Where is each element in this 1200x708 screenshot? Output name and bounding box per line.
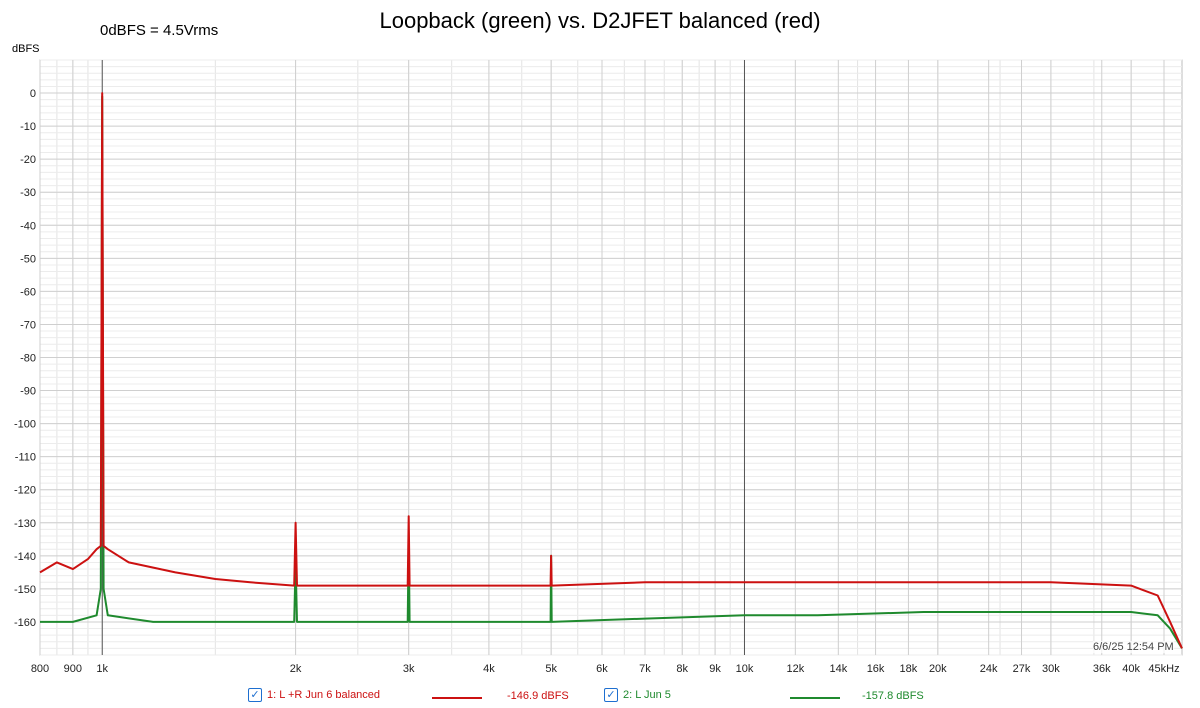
x-tick-label: 24k	[980, 663, 998, 675]
y-tick-label: -40	[20, 220, 36, 232]
y-tick-label: -60	[20, 286, 36, 298]
y-tick-label: -20	[20, 154, 36, 166]
x-tick-label: 6k	[596, 663, 608, 675]
x-tick-label: 30k	[1042, 663, 1060, 675]
series-line-1	[39, 92, 1183, 649]
y-tick-label: -90	[20, 386, 36, 398]
x-tick-label: 9k	[709, 663, 721, 675]
y-tick-label: -140	[14, 551, 36, 563]
legend-item-1[interactable]: ✓ 1: L +R Jun 6 balanced	[248, 688, 380, 702]
y-tick-label: -100	[14, 419, 36, 431]
legend-series-name: 2: L Jun 5	[623, 689, 671, 701]
x-tick-label: 10k	[736, 663, 754, 675]
y-tick-label: -50	[20, 253, 36, 265]
x-tick-label: 18k	[900, 663, 918, 675]
y-tick-label: -80	[20, 353, 36, 365]
x-tick-label: 4k	[483, 663, 495, 675]
x-tick-label: 7k	[639, 663, 651, 675]
x-tick-label: 16k	[867, 663, 885, 675]
legend-item-2[interactable]: ✓ 2: L Jun 5	[604, 688, 671, 702]
series-lines	[39, 92, 1183, 649]
legend-value-2: -157.8 dBFS	[862, 690, 924, 702]
y-tick-label: -150	[14, 584, 36, 596]
x-tick-label: 5k	[545, 663, 557, 675]
x-tick-label: 27k	[1013, 663, 1031, 675]
y-tick-label: -10	[20, 121, 36, 133]
legend-series-name: 1: L +R Jun 6 balanced	[267, 689, 381, 701]
legend-value-1: -146.9 dBFS	[507, 690, 569, 702]
x-tick-label: 20k	[929, 663, 947, 675]
x-tick-label: 12k	[786, 663, 804, 675]
legend-swatch-red	[432, 697, 482, 699]
timestamp-label: 6/6/25 12:54 PM	[1093, 641, 1174, 653]
x-tick-label: 36k	[1093, 663, 1111, 675]
checkbox-icon[interactable]: ✓	[248, 688, 262, 702]
x-tick-label: 2k	[290, 663, 302, 675]
y-tick-label: -30	[20, 187, 36, 199]
legend-swatch-green	[790, 697, 840, 699]
level-annotation: 0dBFS = 4.5Vrms	[100, 22, 219, 39]
x-tick-label: 900	[64, 663, 82, 675]
y-tick-label: -110	[15, 452, 36, 464]
y-tick-label: -130	[14, 518, 36, 530]
x-tick-label: 3k	[403, 663, 415, 675]
y-tick-label: -120	[14, 485, 36, 497]
y-axis-label: dBFS	[12, 43, 40, 55]
tick-labels: 800 900 1k 2k 3k 4k 5k 6k 7k 8k 9k 10k 12k 14k 16k 18k 2…	[14, 88, 1180, 675]
checkbox-icon[interactable]: ✓	[604, 688, 618, 702]
x-tick-label: 45kHz	[1148, 663, 1179, 675]
x-tick-label: 800	[31, 663, 49, 675]
x-tick-label: 40k	[1122, 663, 1140, 675]
chart-title: Loopback (green) vs. D2JFET balanced (re…	[379, 8, 821, 33]
y-tick-label: -70	[20, 319, 36, 331]
y-tick-label: 0	[30, 88, 36, 100]
y-tick-label: -160	[14, 617, 36, 629]
x-tick-label: 14k	[829, 663, 847, 675]
x-tick-label: 1k	[96, 663, 108, 675]
x-tick-label: 8k	[676, 663, 688, 675]
